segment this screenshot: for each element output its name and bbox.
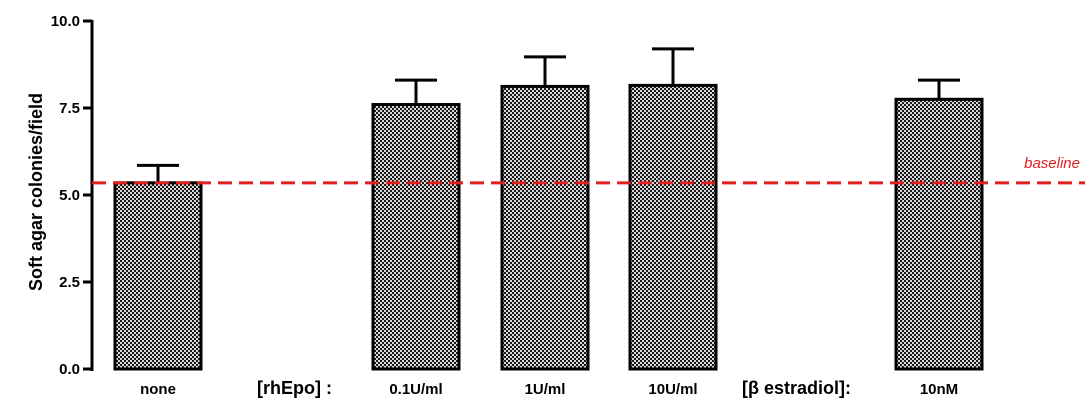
y-tick-label: 2.5	[59, 274, 80, 291]
group-label-estradiol: [β estradiol]:	[742, 378, 851, 398]
group-label-rhepo: [rhEpo] :	[257, 378, 332, 398]
category-label: none	[140, 381, 176, 398]
bar	[500, 84, 590, 371]
category-label: 10U/ml	[648, 381, 697, 398]
bars	[113, 83, 984, 371]
y-axis-label: Soft agar colonies/field	[26, 93, 46, 291]
bar	[371, 103, 461, 371]
bar	[894, 97, 984, 371]
category-labels: none 0.1U/ml 1U/ml 10U/ml 10nM	[140, 381, 958, 398]
category-label: 0.1U/ml	[389, 381, 442, 398]
error-bars	[137, 47, 960, 183]
y-axis-ticks: 0.0 2.5 5.0 7.5 10.0	[51, 13, 92, 378]
baseline-label: baseline	[1024, 155, 1080, 172]
bar	[113, 181, 203, 371]
y-tick-label: 7.5	[59, 100, 80, 117]
y-tick-label: 5.0	[59, 187, 80, 204]
y-tick-label: 0.0	[59, 361, 80, 378]
category-label: 1U/ml	[525, 381, 566, 398]
y-tick-label: 10.0	[51, 13, 80, 30]
category-label: 10nM	[920, 381, 958, 398]
bar	[628, 83, 718, 371]
